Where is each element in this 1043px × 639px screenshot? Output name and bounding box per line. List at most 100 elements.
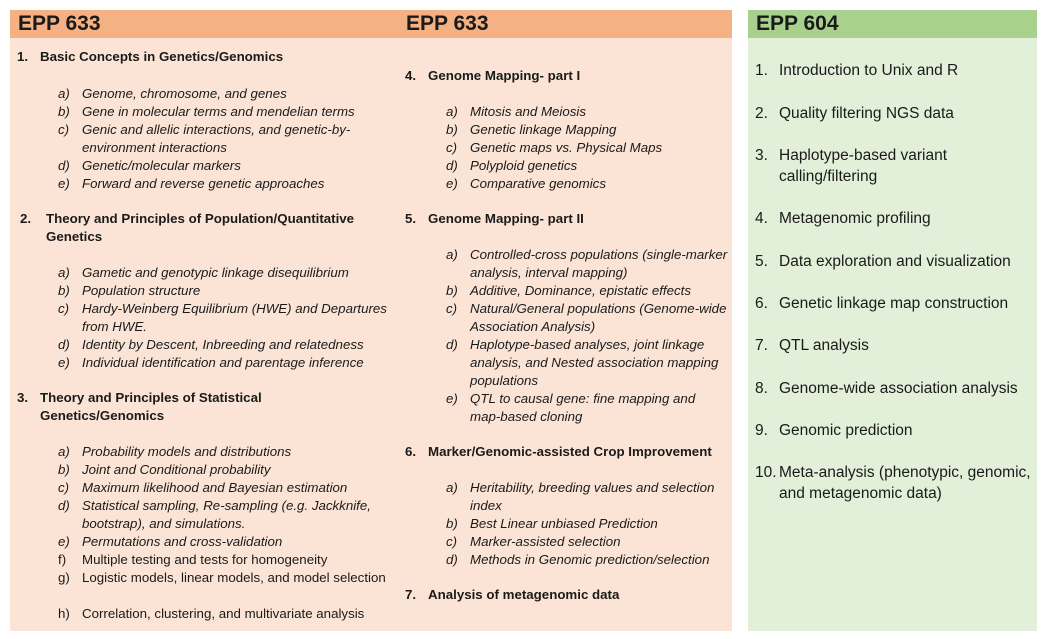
item-letter: a) (446, 104, 458, 119)
item-letter: d) (58, 337, 70, 352)
item-text: Statistical sampling, Re-sampling (e.g. … (82, 498, 371, 531)
item-text: Hardy-Weinberg Equilibrium (HWE) and Dep… (82, 301, 387, 334)
item-text: Metagenomic profiling (779, 210, 931, 227)
item-number: 5. (755, 253, 768, 270)
item-text: Data exploration and visualization (779, 253, 1011, 270)
item-text: Maximum likelihood and Bayesian estimati… (82, 480, 348, 495)
item-letter: b) (446, 122, 458, 137)
section-title: Basic Concepts in Genetics/Genomics (40, 49, 284, 64)
epp604-title: EPP 604 (756, 12, 839, 35)
item-text: Polyploid genetics (470, 158, 578, 173)
item-letter: c) (58, 301, 70, 316)
item-text: Forward and reverse genetic approaches (82, 176, 325, 191)
item-text: Gene in molecular terms and mendelian te… (82, 104, 355, 119)
section-number: 6. (405, 444, 417, 459)
item-text: Genetic linkage Mapping (470, 122, 617, 137)
item-text: Genic and allelic interactions, and gene… (82, 122, 351, 155)
item-letter: a) (446, 480, 458, 495)
item-text: Identity by Descent, Inbreeding and rela… (82, 337, 364, 352)
item-text: Genomic prediction (779, 422, 913, 439)
item-text: Multiple testing and tests for homogenei… (82, 552, 328, 567)
item-letter: e) (58, 176, 70, 191)
item-text: Natural/General populations (Genome-wide… (470, 301, 727, 334)
item-number: 1. (755, 62, 768, 79)
item-text: Population structure (82, 283, 201, 298)
section-title: Theory and Principles of Population/Quan… (46, 211, 355, 244)
item-letter: c) (58, 480, 70, 495)
item-text: Haplotype-based variant calling/filterin… (779, 147, 948, 185)
epp633-title-right: EPP 633 (406, 12, 489, 35)
item-letter: d) (58, 498, 70, 513)
item-letter: a) (446, 247, 458, 262)
item-text: Genome-wide association analysis (779, 380, 1018, 397)
section-number: 2. (20, 211, 32, 226)
item-text: Controlled-cross populations (single-mar… (470, 247, 728, 280)
item-letter: c) (446, 534, 458, 549)
epp633-title-left: EPP 633 (18, 12, 101, 35)
item-letter: d) (446, 552, 458, 567)
item-letter: b) (446, 516, 458, 531)
item-text: Additive, Dominance, epistatic effects (470, 283, 691, 298)
section-title: Genome Mapping- part II (428, 211, 584, 226)
item-text: Genetic maps vs. Physical Maps (470, 140, 663, 155)
item-number: 6. (755, 295, 768, 312)
item-letter: e) (446, 176, 458, 191)
section-title: Theory and Principles of Statistical Gen… (40, 390, 262, 423)
item-letter: b) (58, 104, 70, 119)
item-letter: c) (446, 301, 458, 316)
item-letter: c) (58, 122, 70, 137)
item-text: Comparative genomics (470, 176, 606, 191)
item-letter: c) (446, 140, 458, 155)
section-number: 3. (17, 390, 29, 405)
section-number: 5. (405, 211, 417, 226)
item-letter: b) (446, 283, 458, 298)
epp633-header: EPP 633 EPP 633 (10, 10, 732, 38)
item-text: Logistic models, linear models, and mode… (82, 570, 386, 585)
item-text: QTL analysis (779, 337, 869, 354)
item-letter: a) (58, 86, 70, 101)
item-number: 4. (755, 210, 768, 227)
item-number: 8. (755, 380, 768, 397)
item-letter: d) (446, 337, 458, 352)
section-title: Genome Mapping- part I (428, 68, 581, 83)
item-text: Probability models and distributions (82, 444, 292, 459)
item-text: Permutations and cross-validation (82, 534, 283, 549)
item-text: Joint and Conditional probability (82, 462, 271, 477)
item-letter: d) (446, 158, 458, 173)
item-letter: e) (446, 391, 458, 406)
section-number: 1. (17, 49, 29, 64)
item-number: 9. (755, 422, 768, 439)
item-number: 2. (755, 105, 768, 122)
item-letter: a) (58, 444, 70, 459)
item-text: Marker-assisted selection (470, 534, 621, 549)
section-title: Analysis of metagenomic data (428, 587, 620, 602)
item-text: Correlation, clustering, and multivariat… (82, 606, 365, 621)
item-text: Introduction to Unix and R (779, 62, 959, 79)
item-text: Methods in Genomic prediction/selection (470, 552, 710, 567)
epp604-panel: EPP 604 1. Introduction to Unix and R 2. Qu… (748, 10, 1037, 631)
epp633-panel: EPP 633 EPP 633 1. Basic Concepts in Gene… (10, 10, 732, 631)
item-letter: e) (58, 355, 70, 370)
item-number: 3. (755, 147, 768, 164)
item-text: Quality filtering NGS data (779, 105, 954, 122)
item-letter: f) (58, 552, 67, 567)
item-text: Best Linear unbiased Prediction (470, 516, 658, 531)
item-text: Mitosis and Meiosis (470, 104, 587, 119)
item-text: Meta-analysis (phenotypic, genomic, and … (779, 464, 1031, 502)
item-letter: e) (58, 534, 70, 549)
item-text: Genome, chromosome, and genes (82, 86, 287, 101)
item-letter: d) (58, 158, 70, 173)
section-number: 4. (405, 68, 417, 83)
item-text: Individual identification and parentage … (82, 355, 364, 370)
section-number: 7. (405, 587, 417, 602)
item-text: Gametic and genotypic linkage disequilib… (82, 265, 349, 280)
item-text: Heritability, breeding values and select… (470, 480, 715, 513)
item-letter: g) (58, 570, 70, 585)
item-number: 7. (755, 337, 768, 354)
item-text: Genetic/molecular markers (82, 158, 241, 173)
item-text: Genetic linkage map construction (779, 295, 1009, 312)
item-letter: a) (58, 265, 70, 280)
item-number: 10. (755, 464, 777, 481)
item-letter: h) (58, 606, 70, 621)
epp604-header: EPP 604 (748, 10, 1037, 38)
